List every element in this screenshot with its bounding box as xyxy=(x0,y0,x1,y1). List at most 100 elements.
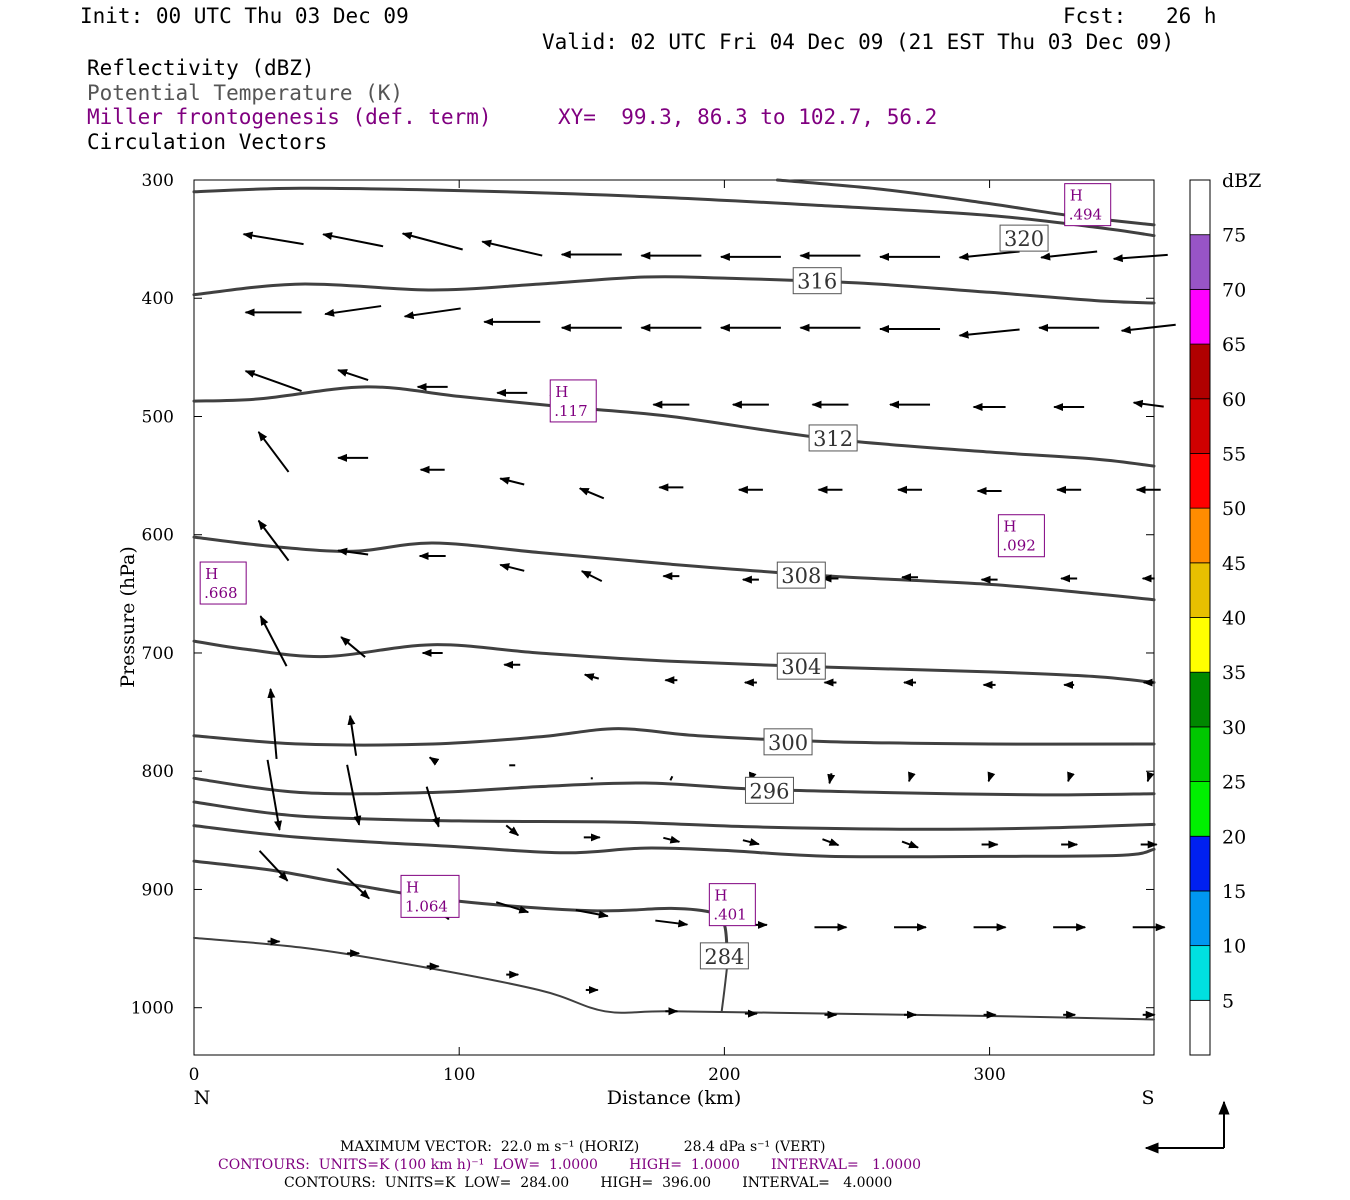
colorbar-swatch xyxy=(1189,507,1211,564)
circulation-vector xyxy=(336,867,370,900)
circulation-vector xyxy=(987,771,996,783)
theta-contour-info: CONTOURS: UNITS=K LOW= 284.00 HIGH= 396.… xyxy=(284,1175,893,1191)
circulation-vector xyxy=(340,636,366,658)
plot-frame xyxy=(193,179,1155,1056)
frontogenesis-max-box xyxy=(997,514,1045,558)
circulation-vector xyxy=(958,250,1020,261)
circulation-vector xyxy=(742,838,760,846)
colorbar-swatch xyxy=(1189,617,1211,673)
circulation-vector xyxy=(259,615,288,667)
cross-section-endpoints: XY= 99.3, 86.3 to 102.7, 56.2 xyxy=(558,105,938,129)
frontogenesis-max-h: H xyxy=(1070,187,1083,205)
circulation-vector xyxy=(499,476,525,486)
colorbar-label: 55 xyxy=(1222,443,1246,465)
theta-label-box xyxy=(699,942,749,970)
colorbar-label: 45 xyxy=(1222,553,1246,575)
y-tick-label: 300 xyxy=(142,171,174,191)
theta-contour-284 xyxy=(720,966,728,1013)
colorbar-frame xyxy=(1189,179,1211,1056)
colorbar-label: 30 xyxy=(1222,717,1246,739)
circulation-vector xyxy=(1120,323,1176,334)
circulation-vector xyxy=(481,239,543,257)
frontogenesis-max-h: H xyxy=(205,565,218,583)
frontogenesis-max-box xyxy=(1064,183,1112,227)
colorbar-label: 15 xyxy=(1222,881,1246,903)
circulation-vector xyxy=(1132,399,1164,408)
theta-label-text: 316 xyxy=(797,270,837,294)
x-tick-label: 100 xyxy=(443,1065,475,1085)
colorbar-label: 40 xyxy=(1222,608,1246,630)
colorbar-title: dBZ xyxy=(1222,170,1261,192)
frontogenesis-max-.117: H.117 xyxy=(549,379,597,423)
init-time: Init: 00 UTC Thu 03 Dec 09 xyxy=(80,4,409,28)
colorbar-swatch xyxy=(1189,398,1211,454)
theta-label-316: 316 xyxy=(792,267,842,295)
y-axis-label: Pressure (hPa) xyxy=(117,546,139,688)
frontogenesis-max-.092: H.092 xyxy=(997,514,1045,558)
theta-label-box xyxy=(776,561,826,589)
circulation-vector xyxy=(958,328,1020,339)
colorbar-swatch xyxy=(1189,726,1211,782)
colorbar-swatch xyxy=(1189,453,1211,509)
field-circulation-vectors: Circulation Vectors xyxy=(87,130,328,154)
circulation-vector xyxy=(575,909,609,919)
theta-label-296: 296 xyxy=(744,776,794,804)
theta-label-text: 304 xyxy=(781,655,821,679)
colorbar-label: 35 xyxy=(1222,662,1246,684)
circulation-vector xyxy=(908,771,916,783)
y-tick-label: 700 xyxy=(142,644,174,664)
theta-label-text: 296 xyxy=(749,779,789,803)
forecast-label: Fcst: xyxy=(1063,4,1127,28)
frontogenesis-max-h: H xyxy=(555,383,568,401)
theta-contour-312 xyxy=(192,385,1156,468)
theta-label-text: 312 xyxy=(813,427,853,451)
colorbar-swatch xyxy=(1189,288,1211,345)
theta-label-box xyxy=(744,776,794,804)
theta-contour-316 xyxy=(192,275,1156,305)
circulation-vector xyxy=(1040,250,1098,261)
circulation-vector xyxy=(583,673,600,681)
south-end-label: S xyxy=(1141,1087,1154,1109)
frontogenesis-max-value: .117 xyxy=(554,402,587,420)
y-tick-label: 1000 xyxy=(131,999,174,1019)
circulation-vector xyxy=(242,231,304,246)
x-tick-label: 0 xyxy=(189,1065,200,1085)
colorbar-swatch xyxy=(1189,562,1211,618)
colorbar-swatch xyxy=(1189,890,1211,947)
theta-label-text: 300 xyxy=(768,731,808,755)
circulation-vector xyxy=(663,835,681,844)
colorbar-label: 10 xyxy=(1222,936,1246,958)
circulation-vector xyxy=(257,431,290,473)
colorbar-swatch xyxy=(1189,179,1211,236)
frontogenesis-max-.668: H.668 xyxy=(199,561,247,605)
y-tick-label: 400 xyxy=(142,289,174,309)
colorbar-label: 5 xyxy=(1222,990,1234,1012)
theta-contour-304 xyxy=(192,639,1156,684)
theta-label-box xyxy=(763,728,813,756)
valid-time: Valid: 02 UTC Fri 04 Dec 09 (21 EST Thu … xyxy=(542,30,1175,54)
theta-contour-284 xyxy=(193,936,1155,1021)
circulation-vector xyxy=(403,307,461,320)
circulation-vector xyxy=(1067,771,1075,783)
theta-contour-288 xyxy=(192,859,729,951)
colorbar-label: 75 xyxy=(1222,225,1246,247)
theta-contour-308 xyxy=(192,535,1156,602)
theta-label-box xyxy=(792,267,842,295)
frontogenesis-max-h: H xyxy=(1003,518,1016,536)
colorbar-label: 20 xyxy=(1222,826,1246,848)
frontogenesis-max-.494: H.494 xyxy=(1064,183,1112,227)
colorbar-swatch xyxy=(1189,234,1211,290)
circulation-vector xyxy=(495,901,530,914)
north-end-label: N xyxy=(194,1087,211,1109)
circulation-vector xyxy=(669,775,674,781)
theta-label-box xyxy=(999,224,1049,252)
x-axis-label: Distance (km) xyxy=(607,1087,742,1109)
theta-label-box xyxy=(808,424,858,452)
circulation-vector xyxy=(822,838,840,847)
x-tick-label: 300 xyxy=(973,1065,1005,1085)
theta-label-320: 320 xyxy=(999,224,1049,252)
theta-contour-300 xyxy=(192,727,1156,747)
field-reflectivity: Reflectivity (dBZ) xyxy=(87,56,315,80)
frontogenesis-max-box xyxy=(549,379,597,423)
